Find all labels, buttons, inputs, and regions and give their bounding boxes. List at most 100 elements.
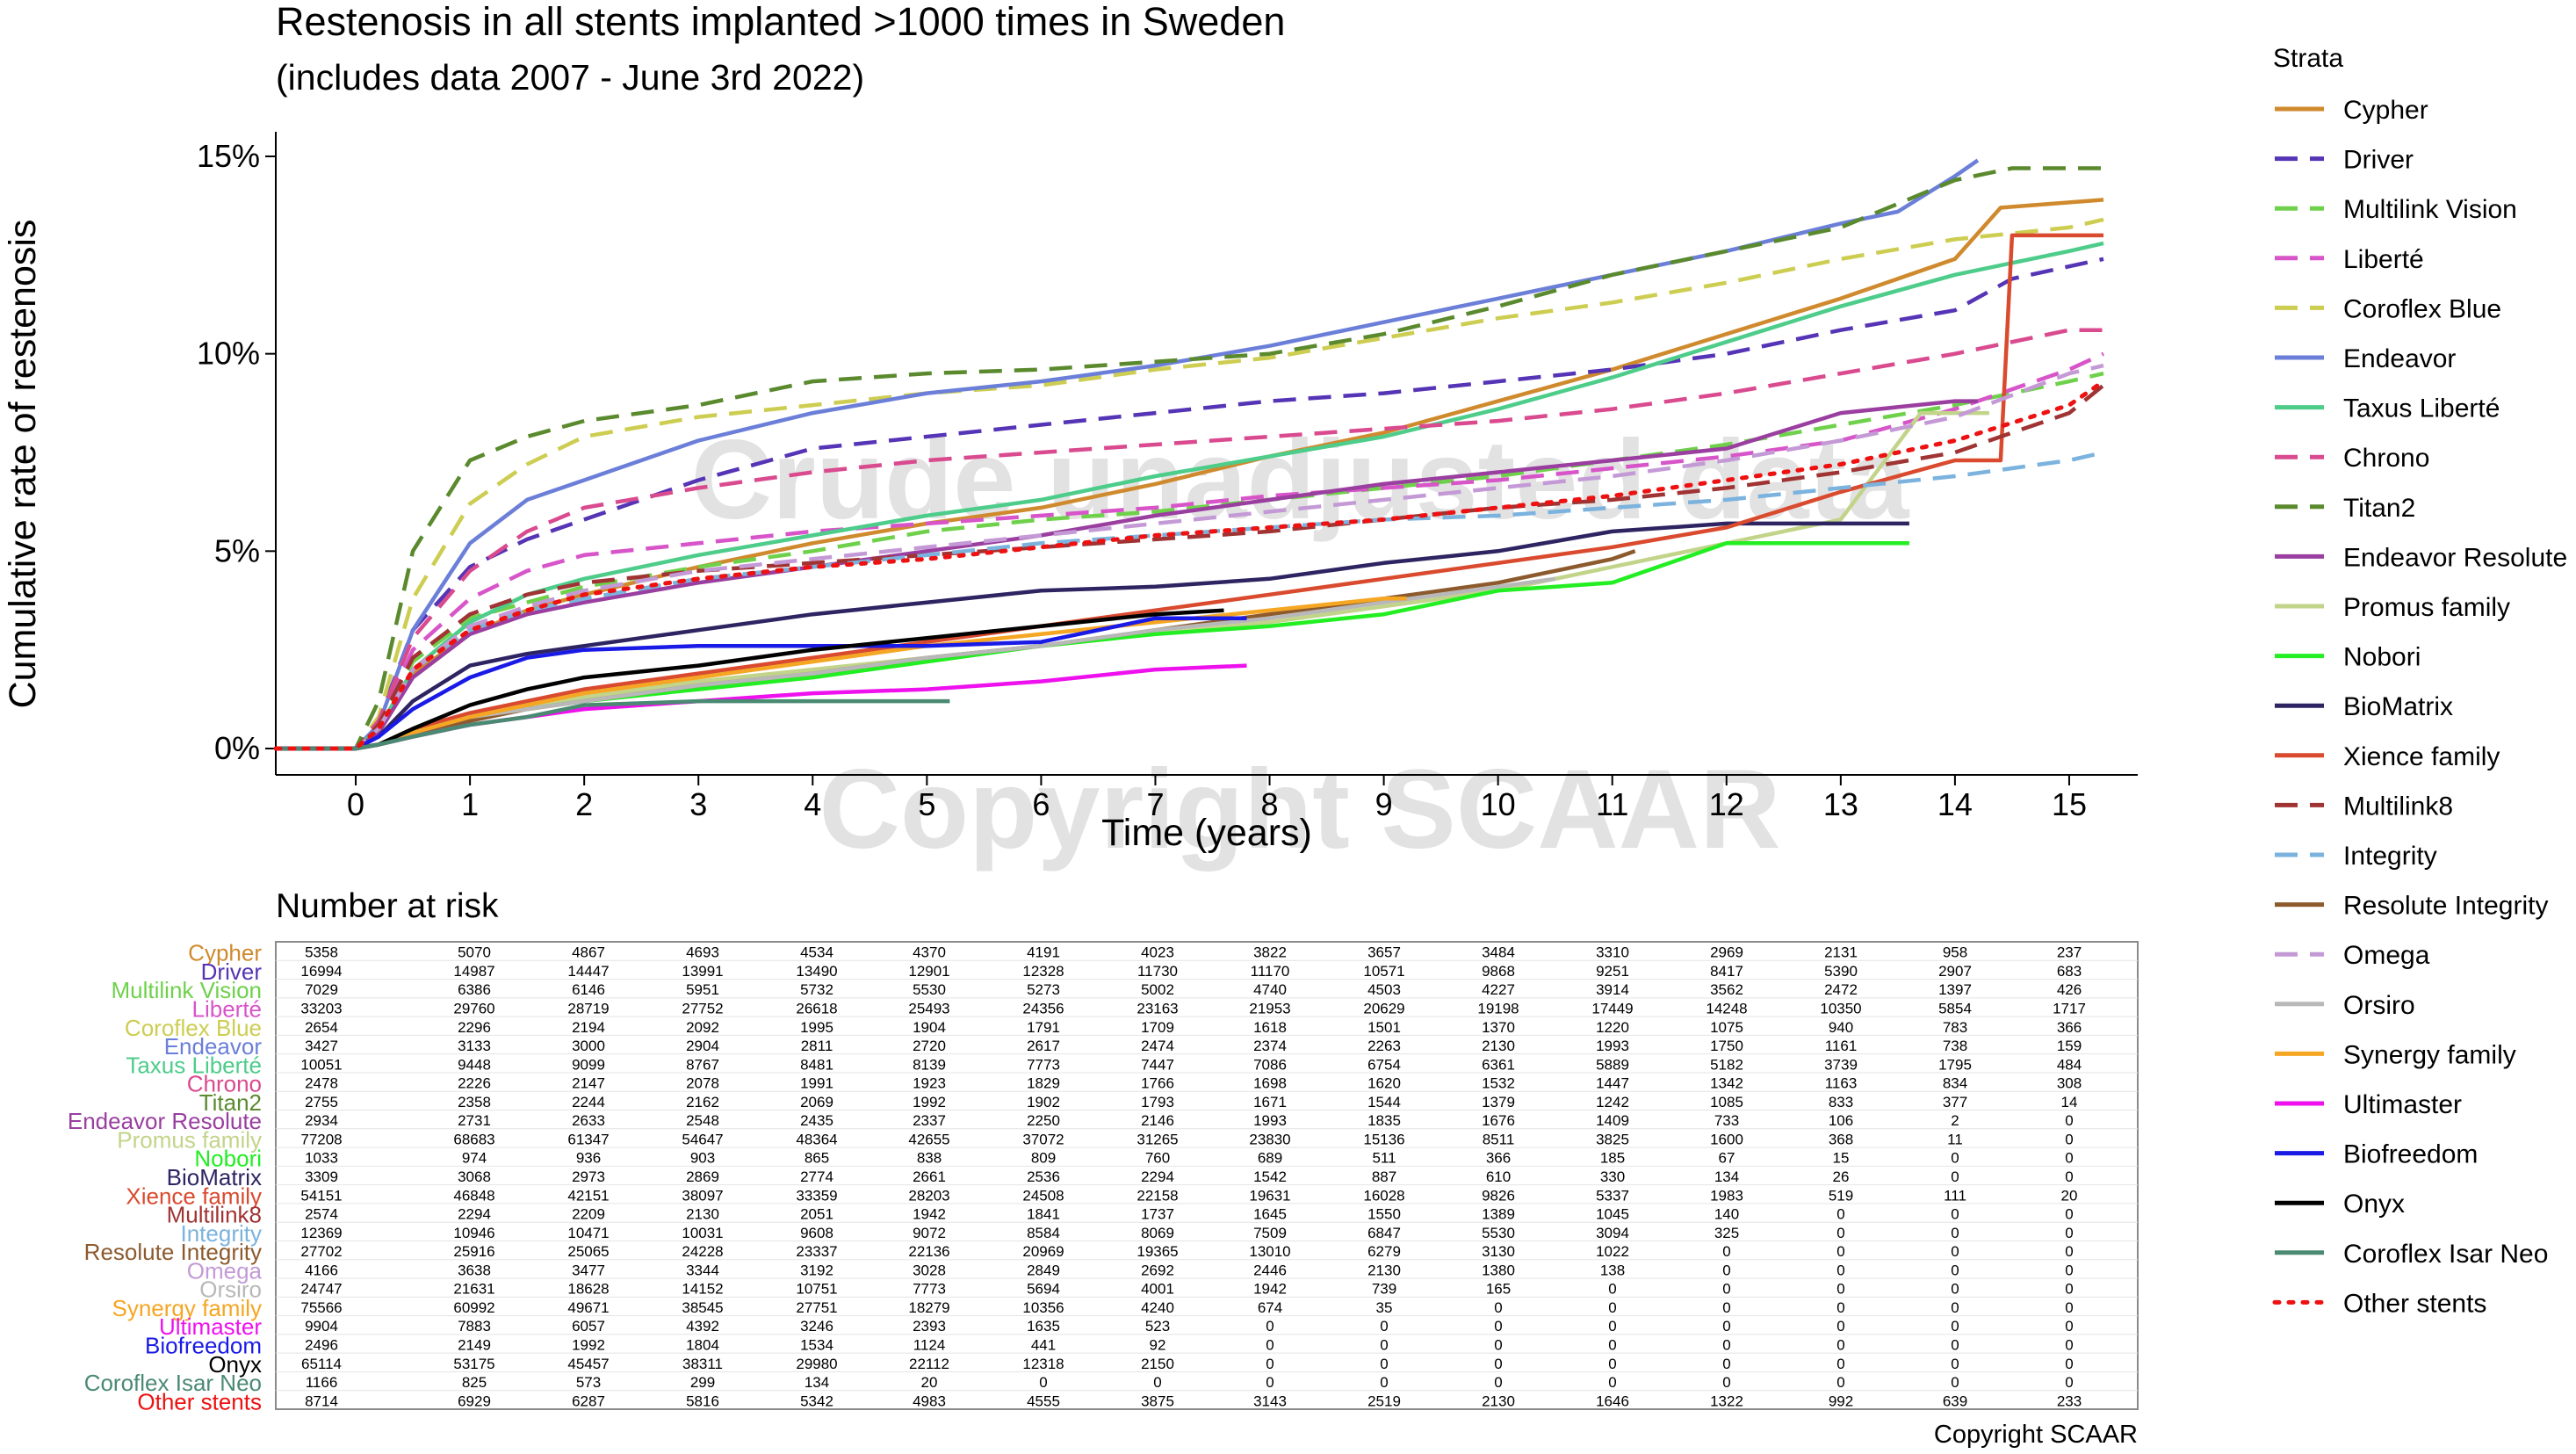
- legend-label-endeavor: Endeavor: [2343, 344, 2456, 373]
- risk-cell: 3000: [572, 1038, 605, 1054]
- risk-cell: 1737: [1141, 1206, 1174, 1223]
- risk-cell: 0: [1266, 1337, 1274, 1354]
- risk-cell: 18628: [567, 1281, 609, 1298]
- risk-table-frame: [275, 941, 2139, 1410]
- risk-cell: 0: [1608, 1318, 1616, 1335]
- risk-cell: 1904: [913, 1019, 946, 1036]
- risk-cell: 2474: [1141, 1038, 1174, 1054]
- x-tick-label: 13: [1823, 786, 1858, 822]
- y-tick-label: 5%: [214, 532, 260, 568]
- risk-cell: 610: [1486, 1168, 1511, 1185]
- risk-cell: 16994: [300, 963, 342, 980]
- risk-cell: 0: [1951, 1225, 1959, 1241]
- risk-cell: 3192: [800, 1262, 833, 1278]
- risk-cell: 1380: [1482, 1262, 1515, 1278]
- risk-cell: 5002: [1141, 981, 1174, 998]
- risk-cell: 834: [1943, 1075, 1967, 1092]
- risk-cell: 24747: [300, 1281, 342, 1298]
- risk-cell: 2478: [305, 1075, 338, 1092]
- legend-label-integrity: Integrity: [2343, 842, 2437, 871]
- risk-cell: 3875: [1141, 1393, 1174, 1409]
- risk-cell: 25916: [453, 1243, 494, 1260]
- risk-cell: 185: [1600, 1150, 1625, 1167]
- risk-cell: 138: [1600, 1262, 1625, 1278]
- risk-cell: 0: [1722, 1356, 1730, 1372]
- risk-cell: 9826: [1482, 1187, 1515, 1204]
- risk-cell: 28203: [908, 1187, 949, 1204]
- risk-cell: 1942: [1253, 1281, 1287, 1298]
- risk-row-label-driver: Driver: [201, 958, 263, 985]
- risk-cell: 6057: [572, 1318, 605, 1335]
- risk-cell: 23163: [1136, 1000, 1178, 1016]
- risk-cell: 992: [1829, 1393, 1853, 1409]
- risk-cell: 22158: [1136, 1187, 1178, 1204]
- risk-cell: 9072: [913, 1225, 946, 1241]
- risk-cell: 5390: [1824, 963, 1858, 980]
- risk-cell: 4392: [686, 1318, 719, 1335]
- risk-cell: 1793: [1141, 1094, 1174, 1110]
- risk-cell: 24228: [682, 1243, 723, 1260]
- risk-cell: 1370: [1482, 1019, 1515, 1036]
- risk-cell: 11730: [1137, 963, 1178, 980]
- risk-cell: 49671: [567, 1299, 609, 1316]
- risk-cell: 20: [921, 1374, 938, 1391]
- risk-cell: 20: [2061, 1187, 2078, 1204]
- risk-cell: 6361: [1482, 1056, 1515, 1073]
- risk-cell: 2973: [572, 1168, 605, 1185]
- chart-title: Restenosis in all stents implanted >1000…: [276, 0, 1285, 44]
- risk-cell: 8481: [800, 1056, 833, 1073]
- risk-row-label-resolute-integrity: Resolute Integrity: [84, 1239, 262, 1265]
- risk-cell: 2209: [572, 1206, 605, 1223]
- risk-cell: 3094: [1596, 1225, 1629, 1241]
- legend-label-biofreedom: Biofreedom: [2343, 1140, 2478, 1169]
- y-tick-label: 0%: [214, 730, 260, 766]
- risk-cell: 1389: [1482, 1206, 1515, 1223]
- risk-cell: 2051: [800, 1206, 833, 1223]
- risk-cell: 5273: [1027, 981, 1060, 998]
- risk-cell: 10751: [796, 1281, 837, 1298]
- risk-cell: 1795: [1938, 1056, 1972, 1073]
- risk-cell: 3344: [686, 1262, 719, 1278]
- risk-cell: 5816: [686, 1393, 719, 1409]
- risk-cell: 1709: [1141, 1019, 1174, 1036]
- legend-label-endeavor-resolute: Endeavor Resolute: [2343, 543, 2567, 572]
- risk-cell: 8714: [305, 1393, 338, 1409]
- risk-cell: 4001: [1141, 1281, 1174, 1298]
- risk-cell: 3825: [1596, 1131, 1629, 1147]
- risk-cell: 1532: [1482, 1075, 1515, 1092]
- risk-cell: 0: [1836, 1281, 1844, 1298]
- risk-row-label-synergy-family: Synergy family: [112, 1295, 263, 1321]
- series-line-taxus-liberte: [276, 241, 2104, 751]
- risk-row-label-integrity: Integrity: [181, 1220, 263, 1247]
- risk-cell: 3562: [1710, 981, 1743, 998]
- risk-row-label-nobori: Nobori: [194, 1146, 262, 1172]
- risk-cell: 22136: [908, 1243, 949, 1260]
- risk-cell: 1542: [1253, 1168, 1287, 1185]
- risk-cell: 426: [2057, 981, 2082, 998]
- risk-cell: 9448: [458, 1056, 491, 1073]
- risk-cell: 674: [1258, 1299, 1282, 1316]
- risk-cell: 366: [2057, 1019, 2082, 1036]
- risk-cell: 1698: [1253, 1075, 1287, 1092]
- risk-cell: 2574: [305, 1206, 338, 1223]
- risk-cell: 330: [1600, 1168, 1625, 1185]
- series-line-liberte: [276, 351, 2104, 751]
- risk-cell: 25493: [908, 1000, 949, 1016]
- risk-cell: 0: [2065, 1337, 2073, 1354]
- risk-cell: 7509: [1253, 1225, 1287, 1241]
- risk-cell: 2294: [1141, 1168, 1174, 1185]
- risk-cell: 1163: [1825, 1075, 1858, 1092]
- risk-cell: 0: [1722, 1243, 1730, 1260]
- risk-cell: 6146: [572, 981, 605, 998]
- legend-title: Strata: [2273, 44, 2343, 73]
- risk-cell: 3309: [305, 1168, 338, 1185]
- series-line-integrity: [276, 450, 2104, 751]
- risk-cell: 38311: [682, 1356, 723, 1372]
- risk-table-title: Number at risk: [276, 887, 499, 925]
- risk-cell: 10051: [300, 1056, 342, 1073]
- risk-cell: 523: [1145, 1318, 1170, 1335]
- risk-cell: 0: [2065, 1112, 2073, 1129]
- risk-cell: 3914: [1596, 981, 1629, 998]
- risk-cell: 1075: [1710, 1019, 1743, 1036]
